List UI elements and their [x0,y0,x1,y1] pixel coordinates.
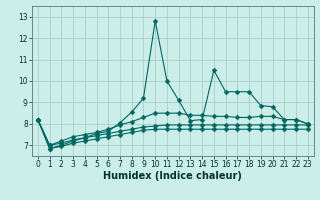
X-axis label: Humidex (Indice chaleur): Humidex (Indice chaleur) [103,171,242,181]
